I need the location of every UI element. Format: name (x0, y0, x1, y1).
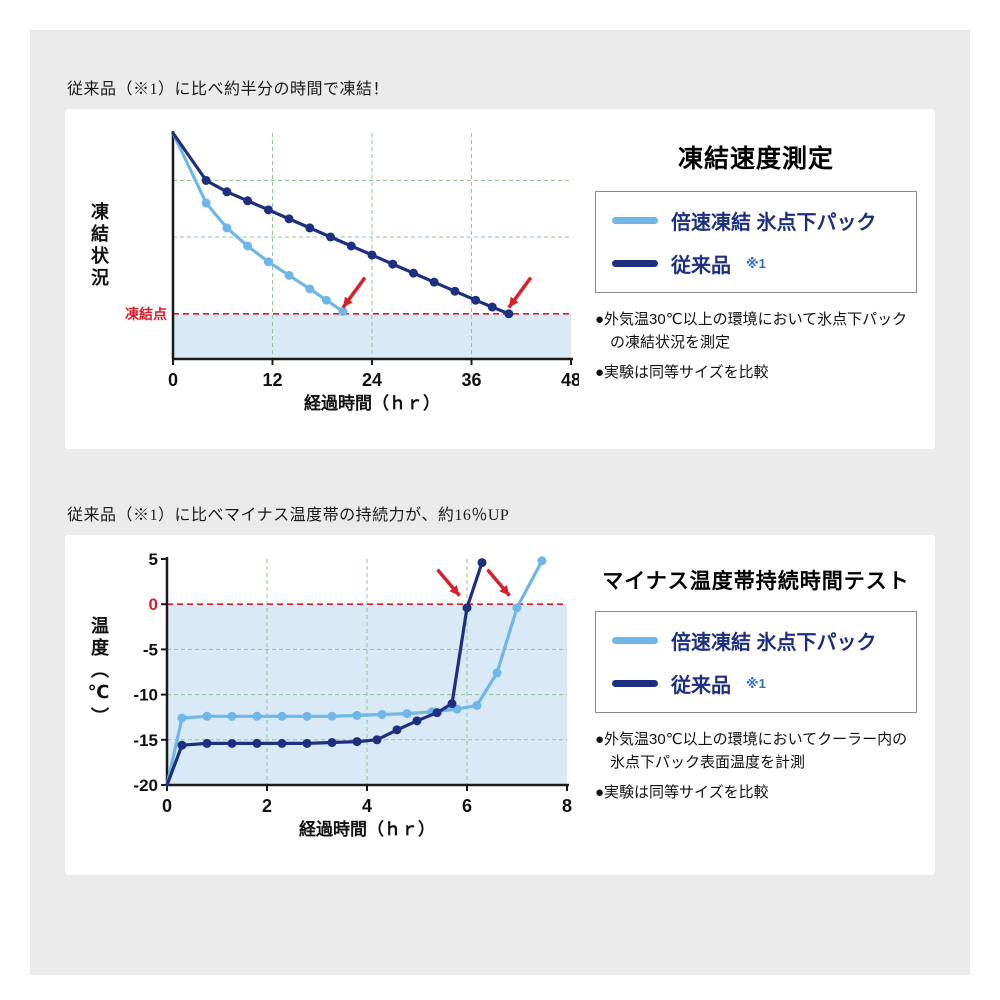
legend-label-fast-freeze: 倍速凍結 氷点下パック (671, 632, 877, 654)
chart1-title: 凍結速度測定 (677, 145, 834, 173)
legend-item-conventional: 従来品 ※1 (612, 669, 900, 698)
light-blue-line-swatch (612, 637, 658, 644)
svg-text:0: 0 (168, 370, 178, 390)
section-freeze-speed: 従来品（※1）に比べ約半分の時間で凍結！ 凍結状況 凍結点 0 12 24 36 48 経過… (65, 75, 935, 449)
temperature-duration-chart-svg: 0 2 4 6 8 5 0 -5 -10 -15 -20 経過時間（ｈｒ） (133, 553, 572, 839)
chart1-y-axis-label: 凍結状況 (79, 133, 119, 359)
note-line: ●外気温30℃以上の環境において氷点下パックの凍結状況を測定 (595, 311, 908, 351)
freeze-speed-chart-svg: 凍結点 0 12 24 36 48 経過時間（ｈｒ） (125, 131, 579, 413)
dark-blue-line-swatch (612, 680, 658, 687)
freeze-speed-chart: 凍結状況 凍結点 0 12 24 36 48 経過時間（ｈｒ） (79, 127, 579, 417)
svg-text:-20: -20 (133, 776, 158, 795)
svg-text:48: 48 (561, 370, 579, 390)
legend-label-conventional: 従来品 (671, 255, 731, 277)
temperature-duration-chart: 温度（℃） 0 2 4 6 8 5 0 -5 -10 -15 -20 経過時間（ｈｒ） (79, 553, 579, 843)
legend-item-fast-freeze: 倍速凍結 氷点下パック (612, 206, 900, 235)
svg-text:36: 36 (461, 370, 481, 390)
chart1-y-axis-label-text: 凍結状況 (89, 202, 109, 290)
svg-text:-10: -10 (133, 686, 158, 705)
note-line: ●実験は同等サイズを比較 (595, 364, 769, 381)
note-line: ●実験は同等サイズを比較 (595, 784, 769, 801)
section2-header: 従来品（※1）に比べマイナス温度帯の持続力が、約16％UP (67, 507, 510, 524)
dark-blue-line-swatch (612, 260, 658, 267)
svg-text:-15: -15 (133, 731, 158, 750)
svg-text:2: 2 (262, 796, 272, 816)
legend-label-conventional: 従来品 (671, 675, 731, 697)
chart2-title: マイナス温度帯持続時間テスト (602, 570, 910, 593)
freeze-speed-panel: 凍結状況 凍結点 0 12 24 36 48 経過時間（ｈｒ） 凍結速度測定 倍速凍結 氷点… (65, 109, 935, 449)
chart1-legend: 倍速凍結 氷点下パック 従来品 ※1 (595, 191, 917, 293)
chart2-notes: ●外気温30℃以上の環境においてクーラー内の氷点下パック表面温度を計測 ●実験は… (595, 729, 917, 805)
svg-text:8: 8 (562, 796, 572, 816)
light-blue-line-swatch (612, 217, 658, 224)
legend-label-fast-freeze: 倍速凍結 氷点下パック (671, 212, 877, 234)
svg-text:24: 24 (362, 370, 382, 390)
note-line: ●外気温30℃以上の環境においてクーラー内の氷点下パック表面温度を計測 (595, 731, 908, 771)
section1-header: 従来品（※1）に比べ約半分の時間で凍結！ (67, 81, 390, 98)
chart2-legend: 倍速凍結 氷点下パック 従来品 ※1 (595, 611, 917, 713)
svg-text:0: 0 (149, 595, 158, 614)
legend-item-fast-freeze: 倍速凍結 氷点下パック (612, 626, 900, 655)
svg-text:5: 5 (149, 553, 158, 569)
svg-text:凍結点: 凍結点 (125, 306, 167, 322)
legend-item-conventional: 従来品 ※1 (612, 249, 900, 278)
content-area: 従来品（※1）に比べ約半分の時間で凍結！ 凍結状況 凍結点 0 12 24 36 48 経過… (30, 30, 970, 975)
svg-text:0: 0 (162, 796, 172, 816)
svg-text:-5: -5 (143, 640, 158, 659)
temperature-duration-info: マイナス温度帯持続時間テスト 倍速凍結 氷点下パック 従来品 ※1 ●外気温30… (579, 553, 921, 805)
svg-text:経過時間（ｈｒ）: 経過時間（ｈｒ） (304, 393, 440, 413)
temperature-duration-panel: 温度（℃） 0 2 4 6 8 5 0 -5 -10 -15 -20 経過時間（ｈｒ） マイナス温度帯… (65, 535, 935, 875)
freeze-speed-info: 凍結速度測定 倍速凍結 氷点下パック 従来品 ※1 ●外気温30℃以上の環境にお… (579, 127, 921, 385)
legend-suffix-note1: ※1 (746, 255, 766, 271)
legend-suffix-note1: ※1 (746, 675, 766, 691)
svg-text:経過時間（ｈｒ）: 経過時間（ｈｒ） (299, 819, 435, 839)
svg-text:6: 6 (462, 796, 472, 816)
svg-text:12: 12 (262, 370, 282, 390)
section-minus-temperature-duration: 従来品（※1）に比べマイナス温度帯の持続力が、約16％UP 温度（℃） 0 2 4 6… (65, 501, 935, 875)
svg-text:4: 4 (362, 796, 372, 816)
chart2-y-axis-label: 温度（℃） (79, 559, 119, 785)
chart1-notes: ●外気温30℃以上の環境において氷点下パックの凍結状況を測定 ●実験は同等サイズ… (595, 309, 917, 385)
chart2-y-axis-label-text: 温度（℃） (89, 615, 109, 729)
